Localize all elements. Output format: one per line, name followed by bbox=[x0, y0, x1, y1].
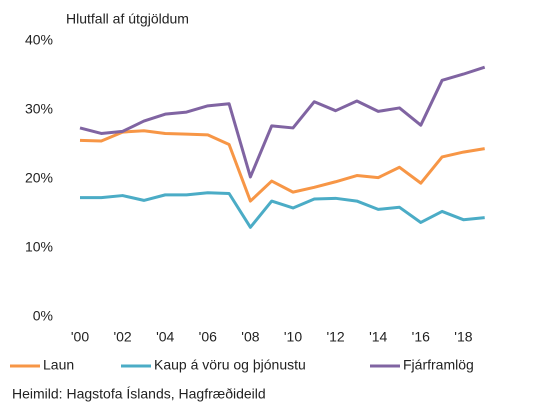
x-tick-label: '00 bbox=[71, 329, 89, 345]
legend-label: Fjárframlög bbox=[403, 357, 474, 373]
line bbox=[79, 65, 486, 179]
legend-label: Laun bbox=[43, 357, 74, 373]
x-tick-label: '18 bbox=[454, 329, 472, 345]
x-tick-label: '16 bbox=[412, 329, 430, 345]
x-tick-label: '12 bbox=[326, 329, 344, 345]
x-tick-label: '02 bbox=[113, 329, 131, 345]
y-tick-label: 40% bbox=[25, 32, 53, 48]
line bbox=[80, 191, 485, 229]
y-tick-label: 0% bbox=[33, 308, 53, 324]
x-tick-label: '08 bbox=[241, 329, 259, 345]
legend-label: Kaup á vöru og þjónustu bbox=[154, 357, 306, 373]
y-tick-label: 20% bbox=[25, 170, 53, 186]
x-tick-label: '04 bbox=[156, 329, 174, 345]
x-tick-label: '06 bbox=[199, 329, 217, 345]
x-tick-label: '14 bbox=[369, 329, 387, 345]
x-tick-label: '10 bbox=[284, 329, 302, 345]
y-tick-label: 10% bbox=[25, 239, 53, 255]
y-tick-label: 30% bbox=[25, 101, 53, 117]
line bbox=[79, 129, 485, 203]
chart-title: Hlutfall af útgjöldum bbox=[66, 11, 189, 27]
source: Heimild: Hagstofa Íslands, Hagfræðideild bbox=[12, 386, 266, 402]
